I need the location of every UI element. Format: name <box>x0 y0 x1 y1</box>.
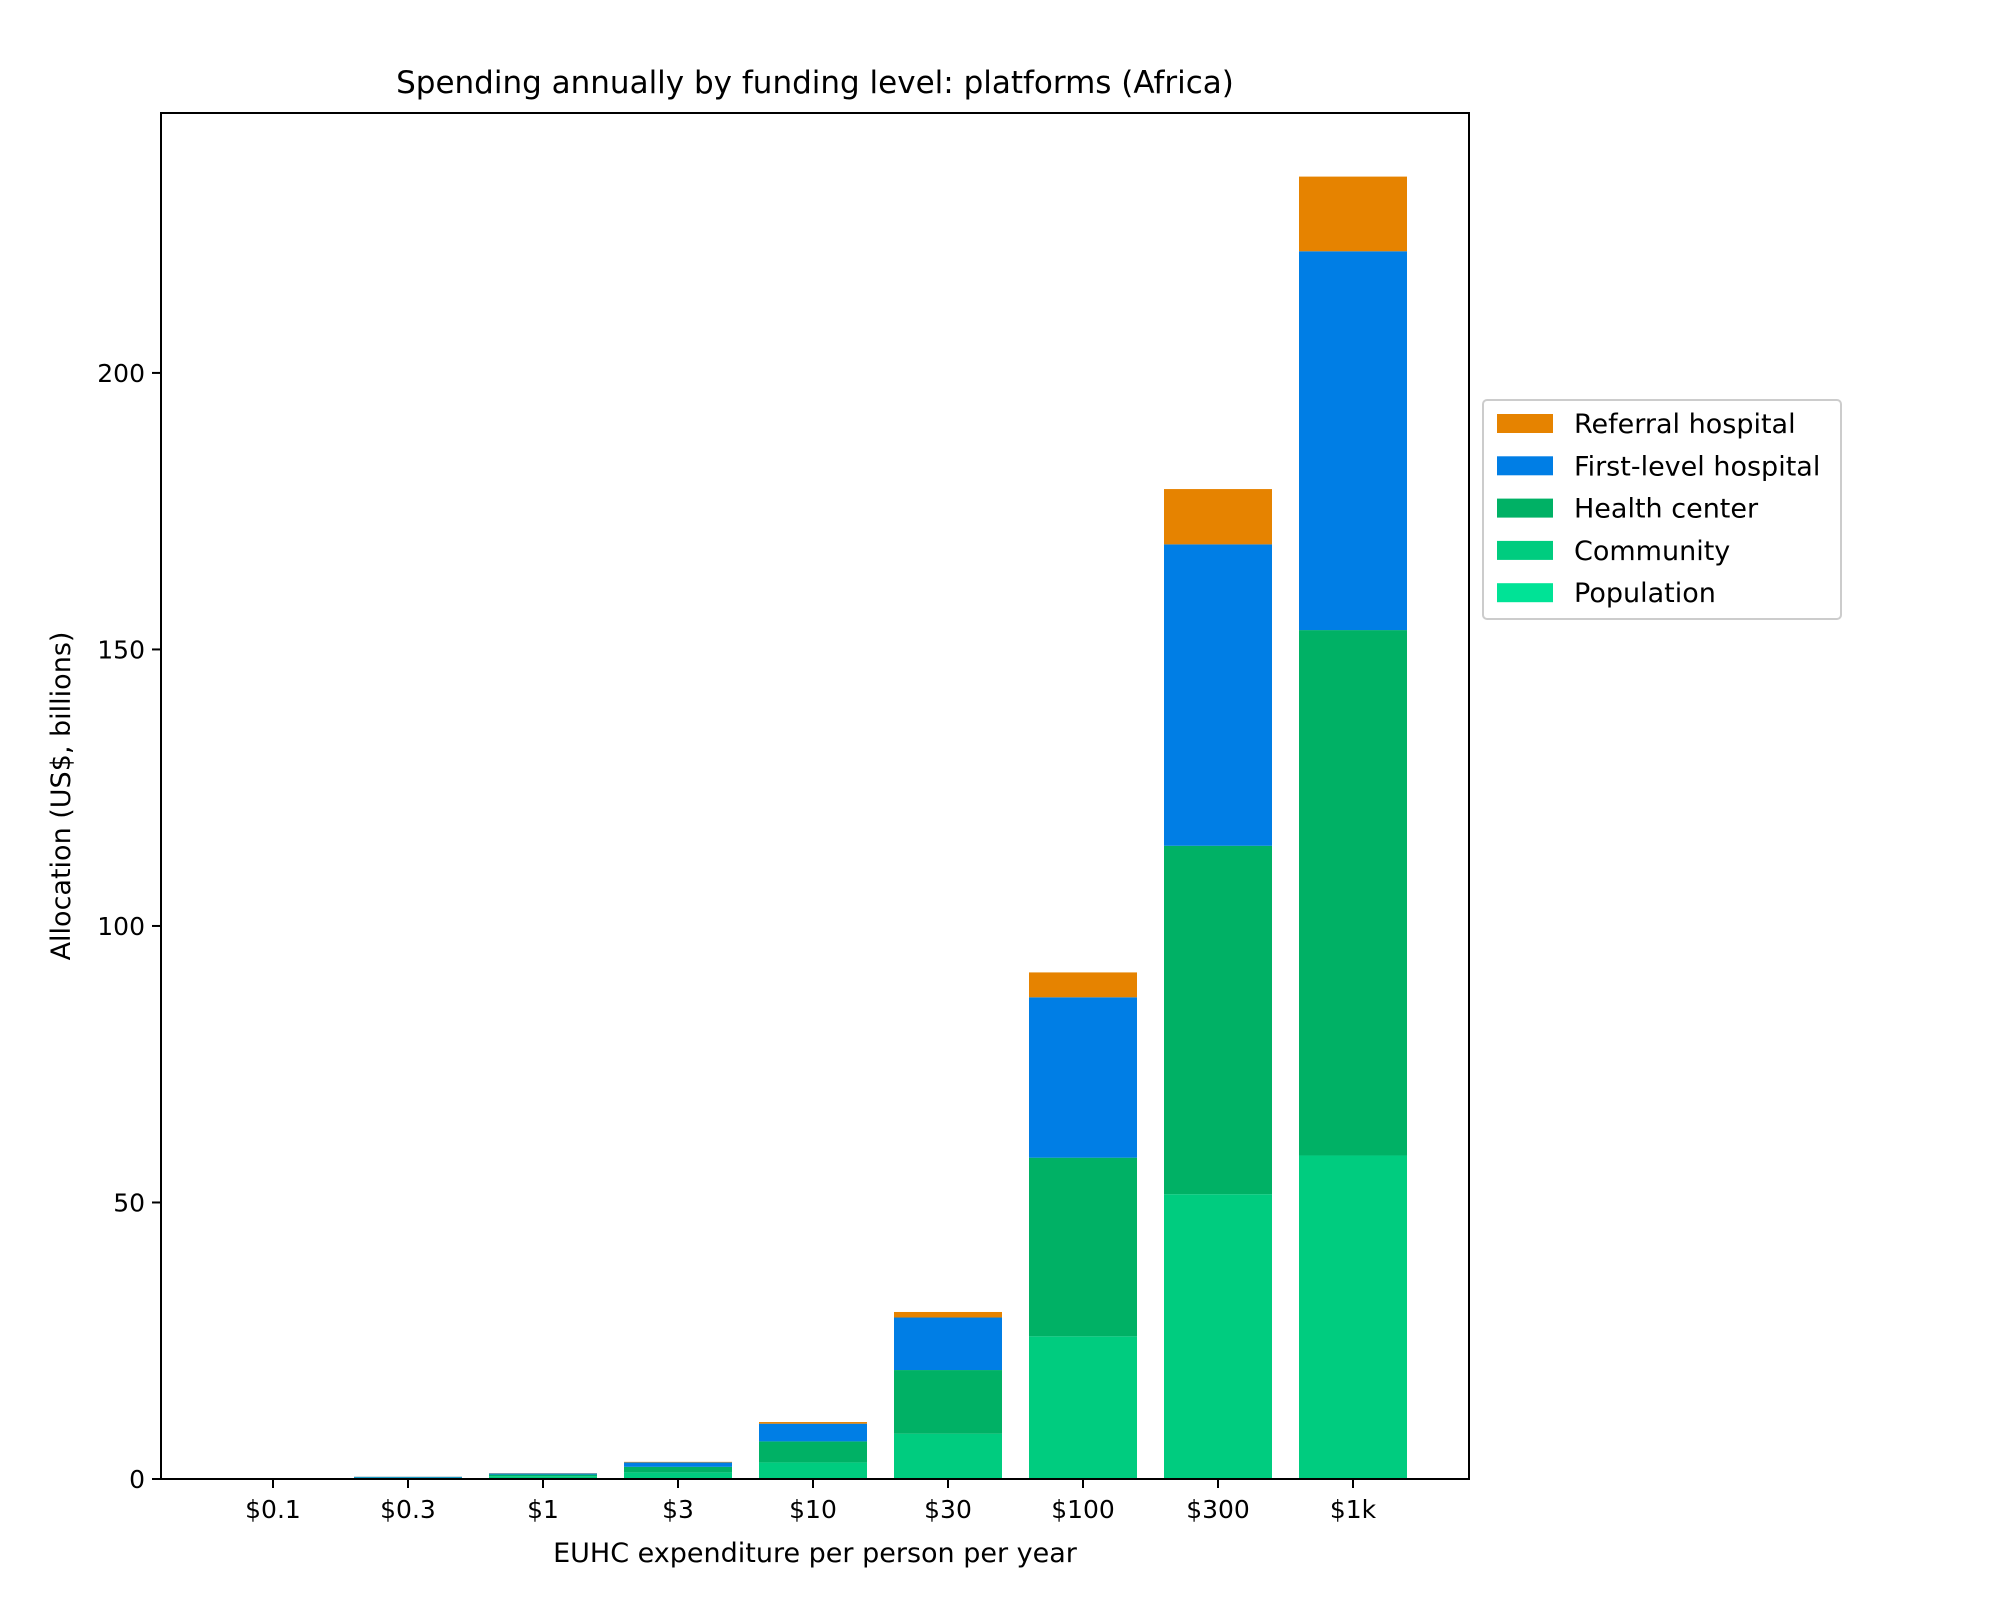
bar-segment-community-5 <box>894 1434 1002 1479</box>
plot-frame <box>161 113 1469 1479</box>
x-tick-label: $0.1 <box>245 1495 301 1524</box>
legend-swatch-referral-hospital <box>1497 414 1553 433</box>
bar-segment-community-8 <box>1299 1155 1407 1479</box>
chart-title: Spending annually by funding level: plat… <box>396 65 1234 101</box>
y-tick-label: 200 <box>97 359 145 388</box>
bar-segment-health-center-5 <box>894 1370 1002 1434</box>
bar-segment-health-center-8 <box>1299 630 1407 1155</box>
bar-segment-first-level-hospital-2 <box>489 1473 597 1474</box>
bar-segment-health-center-7 <box>1164 846 1272 1194</box>
legend-label-community: Community <box>1574 536 1730 567</box>
legend-swatch-population <box>1497 583 1553 602</box>
bars-layer <box>219 177 1407 1479</box>
bar-segment-first-level-hospital-3 <box>624 1462 732 1466</box>
bar-segment-health-center-4 <box>759 1441 867 1462</box>
y-tick-label: 0 <box>129 1465 145 1494</box>
x-tick-label: $100 <box>1051 1495 1115 1524</box>
bar-segment-referral-hospital-6 <box>1029 972 1137 997</box>
x-tick-label: $1 <box>527 1495 559 1524</box>
legend-label-population: Population <box>1574 578 1716 609</box>
x-tick-label: $30 <box>924 1495 972 1524</box>
bar-segment-first-level-hospital-7 <box>1164 544 1272 845</box>
x-tick-label: $3 <box>662 1495 694 1524</box>
legend-label-referral-hospital: Referral hospital <box>1574 409 1796 440</box>
legend-label-health-center: Health center <box>1574 494 1759 525</box>
x-axis: $0.1 $0.3 $1 $3 $10 $30 $100 $300 $1k <box>245 1479 1376 1524</box>
y-tick-label: 150 <box>97 635 145 664</box>
y-tick-label: 100 <box>97 912 145 941</box>
x-axis-label: EUHC expenditure per person per year <box>553 1538 1078 1569</box>
bar-segment-first-level-hospital-1 <box>354 1477 462 1478</box>
y-axis: 0 50 100 150 200 <box>97 359 161 1494</box>
x-tick-label: $10 <box>789 1495 837 1524</box>
legend-swatch-health-center <box>1497 499 1553 518</box>
legend: Referral hospital First-level hospital Hea… <box>1483 400 1841 619</box>
x-tick-label: $0.3 <box>380 1495 436 1524</box>
bar-segment-community-7 <box>1164 1194 1272 1479</box>
legend-swatch-community <box>1497 541 1553 560</box>
x-tick-label: $300 <box>1186 1495 1250 1524</box>
bar-segment-community-6 <box>1029 1336 1137 1479</box>
bar-segment-referral-hospital-3 <box>624 1462 732 1463</box>
bar-segment-referral-hospital-5 <box>894 1312 1002 1318</box>
x-tick-label: $1k <box>1330 1495 1377 1524</box>
y-axis-label: Allocation (US$, billions) <box>46 632 77 961</box>
bar-segment-health-center-3 <box>624 1467 732 1473</box>
y-tick-label: 50 <box>113 1188 145 1217</box>
bar-segment-first-level-hospital-6 <box>1029 997 1137 1157</box>
bar-segment-first-level-hospital-4 <box>759 1424 867 1442</box>
bar-segment-health-center-2 <box>489 1475 597 1477</box>
legend-swatch-first-level-hospital <box>1497 456 1553 475</box>
bar-segment-community-4 <box>759 1462 867 1479</box>
legend-label-first-level-hospital: First-level hospital <box>1574 451 1820 482</box>
bar-segment-first-level-hospital-8 <box>1299 251 1407 630</box>
bar-segment-first-level-hospital-5 <box>894 1318 1002 1371</box>
bar-segment-referral-hospital-8 <box>1299 177 1407 252</box>
bar-segment-referral-hospital-7 <box>1164 489 1272 544</box>
bar-segment-health-center-6 <box>1029 1158 1137 1337</box>
bar-segment-referral-hospital-4 <box>759 1422 867 1424</box>
